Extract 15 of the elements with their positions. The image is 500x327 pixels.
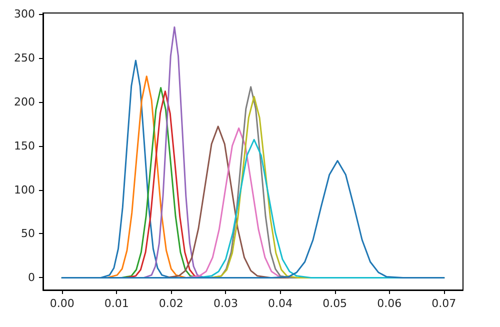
y-tick-label: 250 xyxy=(14,51,35,64)
x-tick-label: 0.07 xyxy=(432,297,456,310)
x-tick-label: 0.06 xyxy=(377,297,402,310)
x-tick-label: 0.00 xyxy=(50,297,74,310)
x-tick-label: 0.02 xyxy=(158,297,184,310)
y-tick-label: 100 xyxy=(14,183,35,196)
x-tick-label: 0.03 xyxy=(213,297,238,310)
y-tick-label: 0 xyxy=(28,271,35,284)
x-tick-label: 0.04 xyxy=(268,297,293,310)
x-tick-label: 0.01 xyxy=(104,297,129,310)
y-tick-label: 300 xyxy=(14,7,35,20)
y-tick-label: 150 xyxy=(14,139,35,152)
y-tick-label: 50 xyxy=(21,227,35,240)
x-tick-label: 0.05 xyxy=(322,297,348,310)
y-tick-label: 200 xyxy=(14,95,35,108)
